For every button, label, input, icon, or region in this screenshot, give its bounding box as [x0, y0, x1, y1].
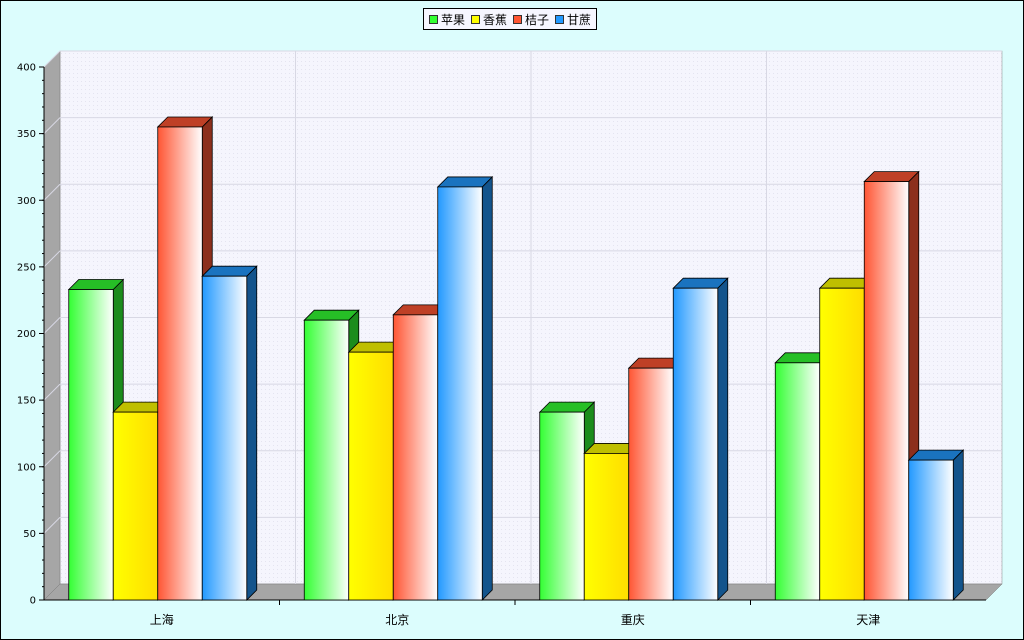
legend-label-banana: 香蕉 — [483, 12, 508, 27]
y-tick-label: 400 — [17, 63, 36, 74]
y-tick-label: 200 — [17, 329, 36, 340]
bars-layer — [67, 115, 965, 601]
bar-top — [303, 309, 360, 321]
bar-front — [628, 367, 674, 601]
bar-top — [672, 277, 729, 289]
grid-line-diagonal — [43, 383, 61, 401]
bar-front — [201, 275, 248, 601]
y-tick-label: 350 — [17, 129, 36, 140]
bar-front — [392, 314, 439, 601]
bar — [818, 277, 876, 601]
bar-side — [481, 175, 493, 601]
bar — [201, 265, 258, 601]
x-tick-label: 北京 — [385, 613, 409, 627]
x-axis: 上海 北京 重庆 天津 — [44, 599, 986, 627]
y-tick-label: 150 — [17, 396, 36, 407]
bar-side — [717, 277, 729, 601]
bar-top — [156, 116, 214, 128]
bar-top — [907, 449, 965, 461]
x-tick-label: 天津 — [856, 613, 880, 627]
x-tick-label: 上海 — [150, 612, 174, 627]
bar — [774, 351, 831, 601]
bar-top — [538, 401, 596, 413]
grid-line-diagonal — [43, 517, 61, 534]
grid-line-diagonal — [43, 450, 61, 468]
y-tick-label: 50 — [23, 529, 36, 540]
legend: 苹果 香蕉 桔子 甘蔗 — [423, 8, 598, 30]
bar-front — [539, 411, 585, 601]
grid-line-diagonal — [43, 250, 61, 268]
legend-swatch-apple — [429, 14, 438, 24]
bar-front — [437, 186, 483, 601]
bar-front — [774, 362, 821, 601]
legend-item-apple: 苹果 — [429, 11, 465, 28]
bar — [436, 175, 494, 601]
y-tick-label: 100 — [17, 462, 36, 473]
bar-top — [67, 279, 125, 290]
legend-item-orange: 桔子 — [513, 11, 549, 28]
legend-label-orange: 桔子 — [525, 12, 550, 27]
bar-front — [672, 287, 719, 601]
legend-swatch-sugarcane — [555, 14, 565, 24]
grid-line-diagonal — [43, 317, 61, 334]
bar-side — [952, 449, 964, 601]
bar-front — [303, 319, 350, 601]
bar — [907, 449, 965, 601]
y-tick-label: 300 — [17, 196, 36, 207]
bar-top — [201, 265, 258, 277]
x-tick-label: 重庆 — [621, 613, 645, 627]
bar-front — [68, 289, 114, 601]
y-tick-label: 0 — [30, 596, 36, 607]
bar-front — [583, 453, 630, 601]
bar-front — [819, 287, 865, 601]
legend-swatch-orange — [513, 14, 523, 24]
y-tick-label: 250 — [17, 262, 36, 273]
bar-side — [246, 265, 258, 601]
bar-front — [863, 181, 910, 601]
legend-swatch-banana — [471, 14, 481, 24]
legend-label-apple: 苹果 — [441, 12, 466, 27]
y-axis: 0 50 100 150 200 250 300 350 400 — [17, 63, 45, 607]
bar-front — [348, 351, 394, 601]
legend-item-banana: 香蕉 — [471, 11, 507, 28]
grid-line-diagonal — [43, 117, 61, 134]
grid-line-diagonal — [43, 183, 61, 201]
bar — [672, 277, 729, 601]
bar-front — [112, 411, 159, 601]
bar-top — [863, 171, 920, 182]
legend-label-sugarcane: 甘蔗 — [567, 12, 592, 27]
bar-front — [157, 126, 203, 601]
bar-top — [436, 176, 494, 188]
bar-front — [908, 459, 954, 601]
legend-item-sugarcane: 甘蔗 — [555, 11, 591, 28]
grid-line-diagonal — [43, 50, 61, 68]
